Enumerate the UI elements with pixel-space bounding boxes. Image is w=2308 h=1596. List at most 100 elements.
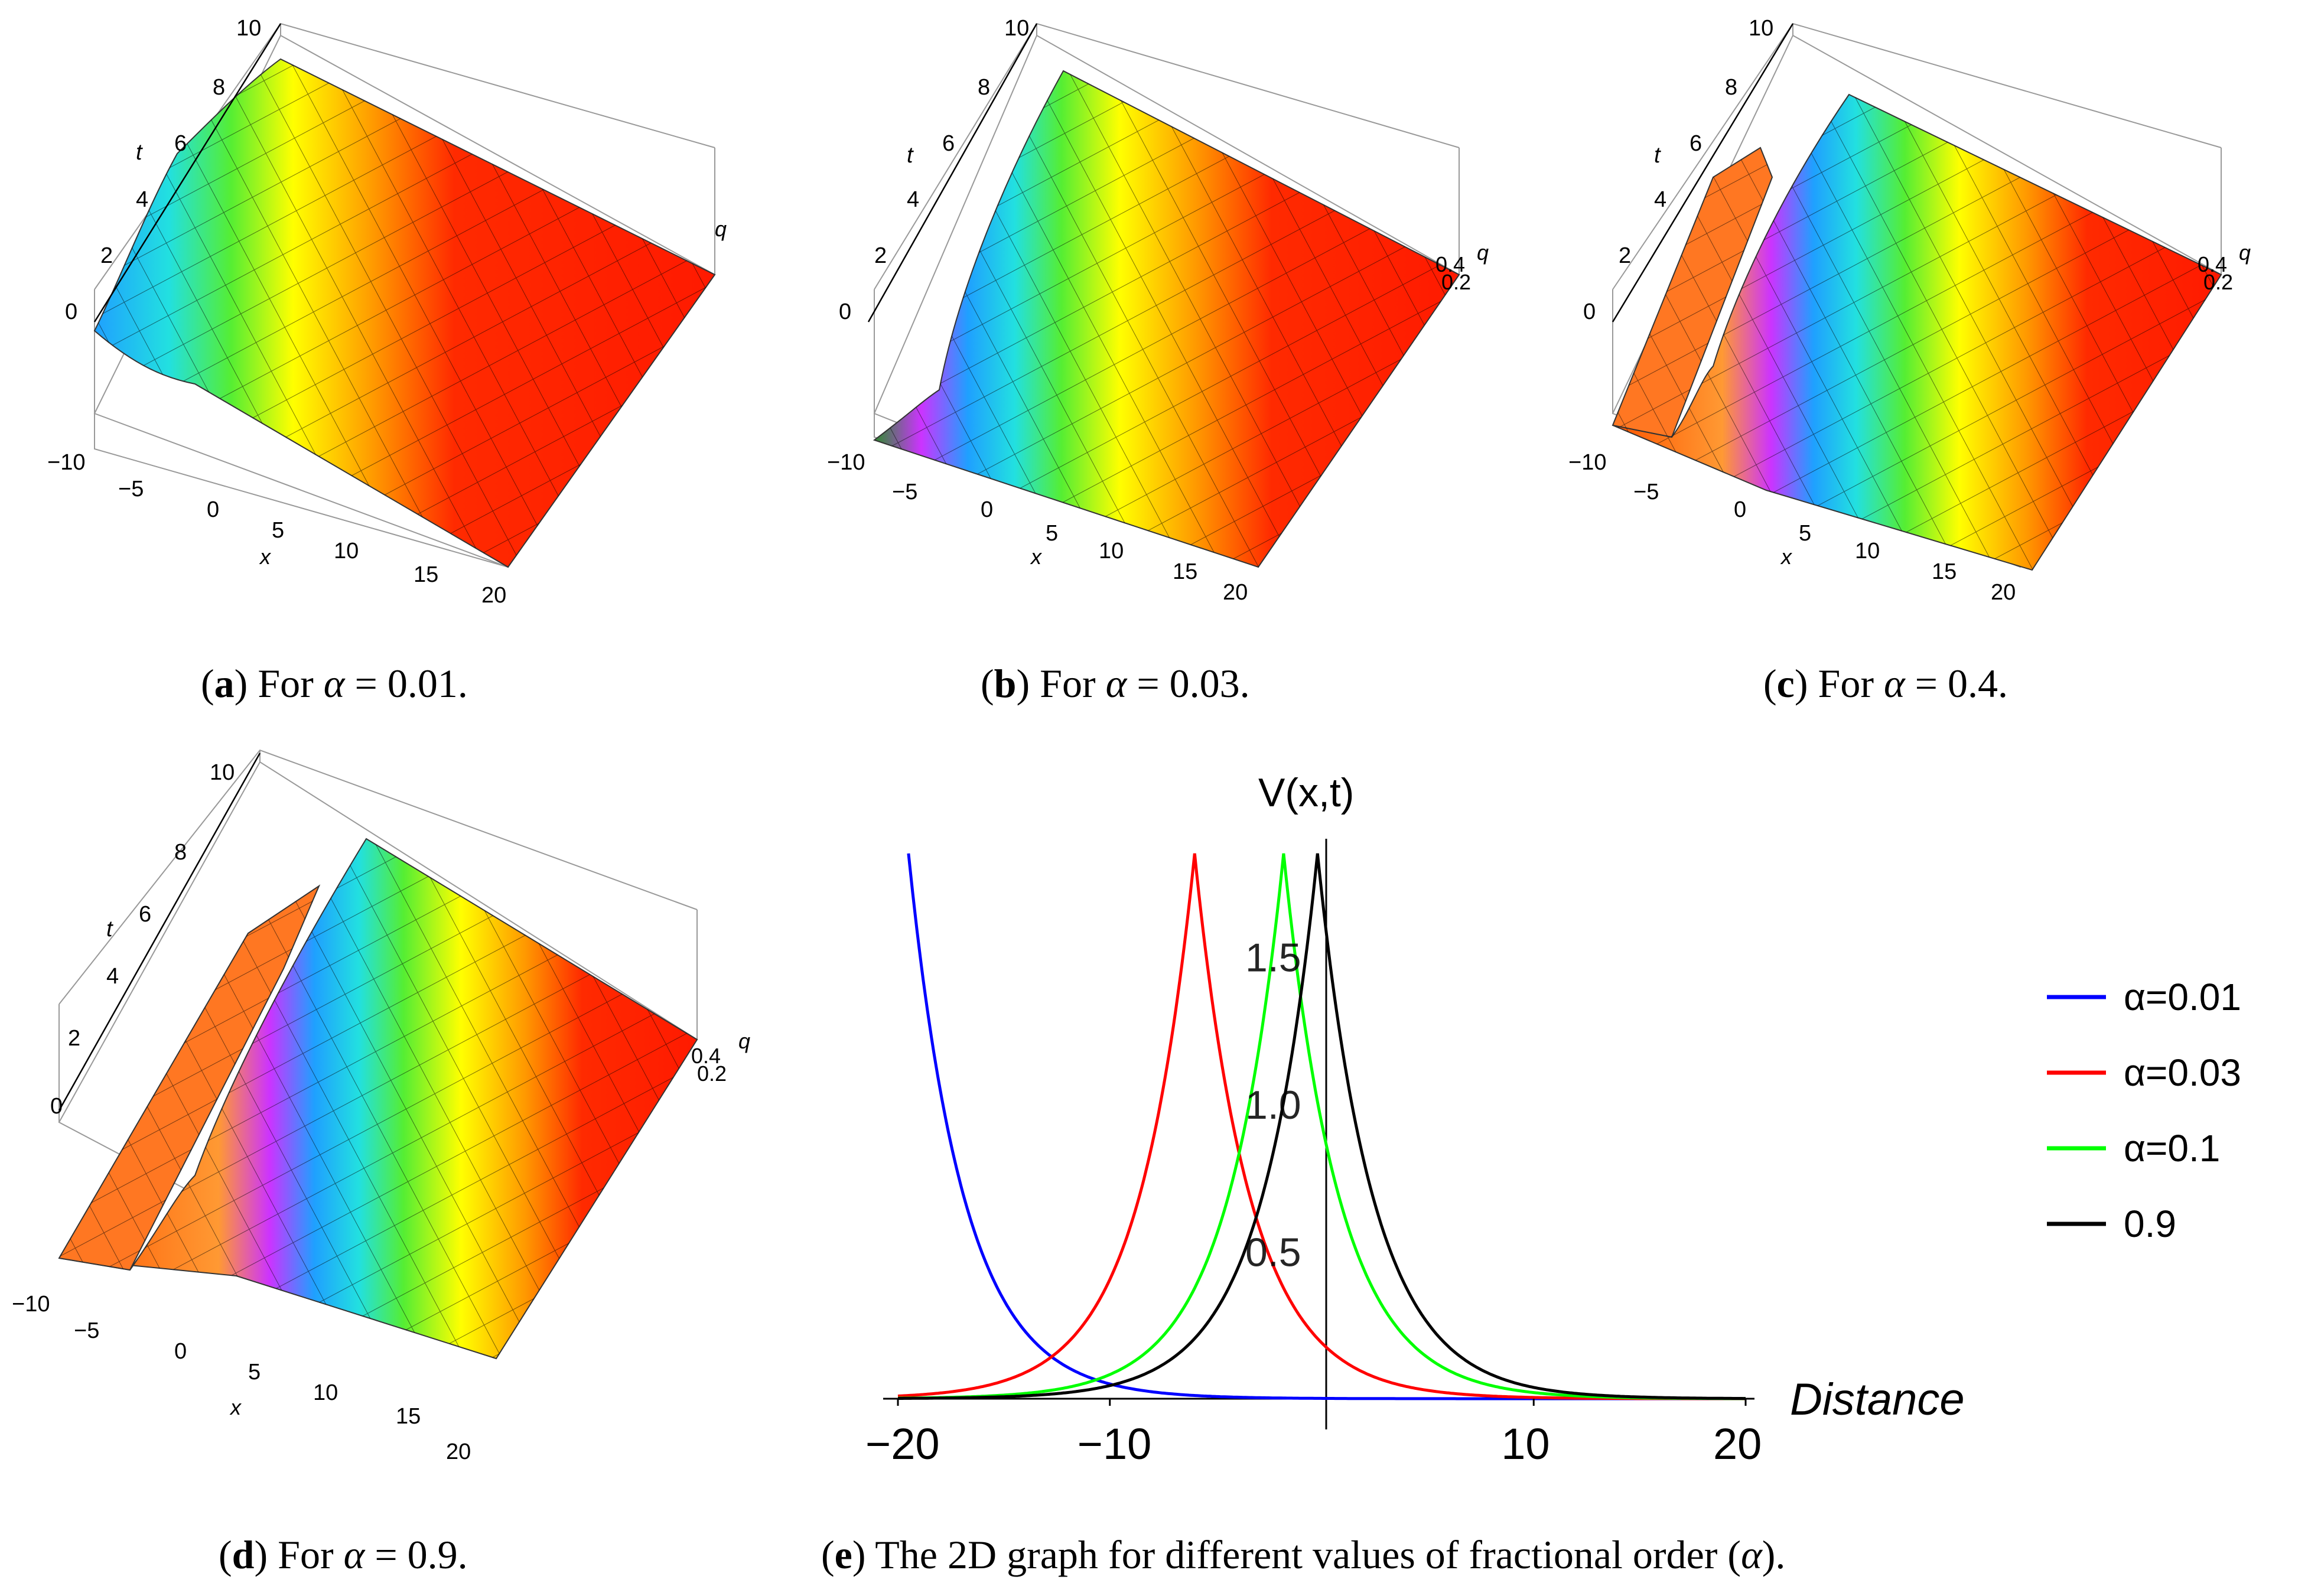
svg-text:−10: −10	[12, 1292, 50, 1317]
svg-text:0: 0	[981, 497, 993, 522]
caption-d: (d) For α = 0.9.	[219, 1532, 468, 1577]
svg-text:2: 2	[1619, 243, 1631, 268]
svg-text:0.2: 0.2	[1441, 270, 1471, 294]
svg-text:10: 10	[1099, 539, 1124, 564]
svg-text:6: 6	[942, 131, 955, 156]
svg-text:15: 15	[1932, 559, 1957, 584]
svg-text:x: x	[229, 1395, 242, 1419]
svg-text:4: 4	[106, 964, 119, 989]
svg-text:20: 20	[446, 1439, 471, 1464]
svg-text:4: 4	[907, 187, 919, 212]
x-axis-title: Distance	[1790, 1374, 1965, 1425]
x-tick-layer: −20 −10 10 20	[865, 1399, 1762, 1468]
t-axis-label: t	[136, 140, 143, 165]
svg-text:15: 15	[414, 562, 438, 587]
y-tick-layer: 0.5 1.0 1.5	[1245, 936, 1301, 1275]
t-tick-8: 8	[213, 75, 225, 100]
svg-text:x: x	[1030, 545, 1043, 569]
svg-text:20: 20	[481, 583, 506, 608]
svg-text:8: 8	[174, 840, 187, 865]
svg-text:q: q	[738, 1029, 750, 1053]
x-tick-label: −20	[865, 1419, 940, 1468]
svg-text:0: 0	[207, 497, 219, 522]
x-ticks-a: −10 −5 0 5 10 15 20	[47, 450, 506, 608]
q-axis-label: q	[715, 217, 727, 241]
t-tick-2: 2	[100, 243, 113, 268]
series-line-2	[897, 853, 1746, 1400]
x-tick-label: 20	[1713, 1419, 1762, 1468]
panel-e: −20 −10 10 20 0.5 1.0 1.5 V(x,t) Distance α=0…	[821, 770, 2241, 1577]
legend-label: α=0.03	[2124, 1051, 2241, 1094]
svg-text:0.4: 0.4	[1435, 252, 1465, 276]
svg-text:15: 15	[396, 1404, 421, 1429]
svg-text:15: 15	[1173, 559, 1197, 584]
svg-text:0: 0	[1734, 497, 1746, 522]
svg-text:10: 10	[1004, 16, 1029, 41]
legend-label: α=0.1	[2124, 1127, 2220, 1170]
svg-text:2: 2	[874, 243, 887, 268]
svg-text:t: t	[106, 917, 113, 942]
series-line-3	[898, 853, 1746, 1400]
svg-text:−5: −5	[1633, 480, 1659, 504]
svg-text:10: 10	[334, 539, 359, 564]
svg-text:−10: −10	[47, 450, 85, 475]
svg-text:0: 0	[50, 1094, 63, 1119]
x-tick-label: 10	[1501, 1419, 1549, 1468]
panel-b: 0 2 4 6 8 10 t 0.4 0.2 q −10 −5 0 5 10 1…	[827, 16, 1489, 706]
svg-text:5: 5	[248, 1360, 261, 1385]
svg-text:5: 5	[272, 518, 284, 543]
x-tick-label: −10	[1077, 1419, 1152, 1468]
svg-text:0.2: 0.2	[2203, 270, 2233, 294]
svg-text:10: 10	[1749, 16, 1773, 41]
svg-text:−10: −10	[827, 450, 865, 475]
caption-c: (c) For α = 0.4.	[1763, 661, 2008, 706]
svg-text:8: 8	[978, 75, 990, 100]
svg-text:0: 0	[839, 299, 851, 324]
caption-b: (b) For α = 0.03.	[981, 661, 1250, 706]
svg-text:4: 4	[1654, 187, 1666, 212]
series-layer	[897, 853, 1746, 1400]
y-axis-title: V(x,t)	[1258, 770, 1354, 815]
svg-text:0.2: 0.2	[697, 1061, 727, 1086]
svg-text:t: t	[1654, 143, 1661, 168]
y-tick-label: 1.0	[1245, 1083, 1301, 1128]
svg-text:10: 10	[1855, 539, 1880, 564]
svg-text:0.4: 0.4	[2198, 252, 2227, 276]
svg-text:t: t	[907, 143, 914, 168]
svg-text:−10: −10	[1568, 450, 1606, 475]
svg-text:x: x	[1780, 545, 1793, 569]
panel-c: 0 2 4 6 8 10 t 0.4 0.2 q −10 −5 0 5 10 1…	[1568, 16, 2251, 706]
y-tick-label: 0.5	[1245, 1230, 1301, 1275]
legend: α=0.01 α=0.03 α=0.1 0.9	[2047, 976, 2241, 1245]
y-tick-label: 1.5	[1245, 936, 1301, 981]
svg-text:q: q	[1477, 240, 1489, 265]
panel-d: 0 2 4 6 8 10 t 0.4 0.2 q −10 −5 0 5 10 1…	[12, 749, 750, 1577]
legend-label: α=0.01	[2124, 976, 2241, 1018]
svg-text:5: 5	[1046, 521, 1058, 546]
svg-text:0: 0	[174, 1339, 187, 1364]
svg-text:−5: −5	[118, 477, 144, 501]
svg-text:10: 10	[313, 1380, 338, 1405]
legend-label: 0.9	[2124, 1203, 2176, 1245]
svg-text:6: 6	[139, 902, 151, 927]
panel-a: 0 2 4 6 8 10 t q −10 −5 0 5 10 15 20 x (…	[47, 16, 727, 706]
svg-text:20: 20	[1991, 580, 2016, 605]
svg-text:q: q	[2239, 240, 2251, 265]
svg-text:−5: −5	[892, 480, 917, 504]
svg-text:2: 2	[68, 1026, 80, 1051]
svg-text:10: 10	[210, 760, 235, 785]
svg-text:5: 5	[1799, 521, 1811, 546]
svg-text:0: 0	[1583, 299, 1596, 324]
t-axis-a	[93, 23, 282, 323]
x-axis-label: x	[259, 545, 272, 569]
svg-text:8: 8	[1725, 75, 1737, 100]
t-tick-4: 4	[136, 187, 148, 212]
t-tick-0: 0	[65, 299, 77, 324]
t-tick-10: 10	[236, 16, 261, 41]
t-tick-6: 6	[174, 131, 187, 156]
svg-text:20: 20	[1223, 580, 1248, 605]
svg-text:−5: −5	[74, 1318, 99, 1343]
svg-text:6: 6	[1690, 131, 1702, 156]
caption-e: (e) The 2D graph for different values of…	[821, 1532, 1785, 1577]
